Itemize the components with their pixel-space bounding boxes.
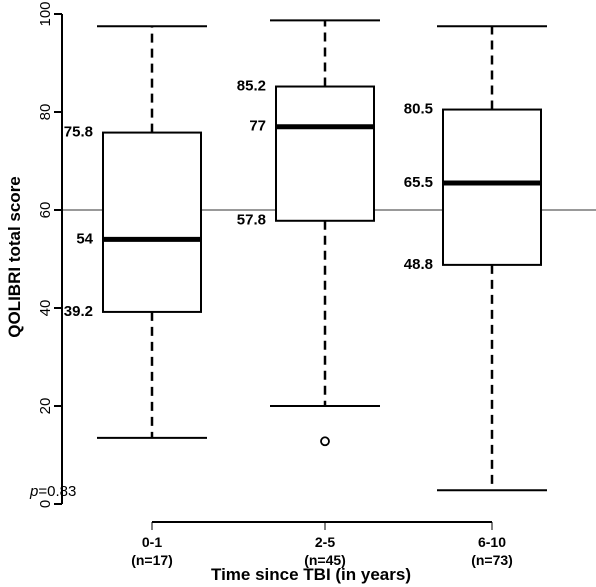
- y-axis-title: QOLIBRI total score: [5, 176, 24, 338]
- y-tick-label: 60: [37, 202, 54, 219]
- boxes: 75.8 54 39.2 85.2 77 57.8 80.5 65.5 48.8: [64, 19, 547, 492]
- label-median: 65.5: [404, 174, 433, 191]
- x-category-n: (n=45): [304, 552, 346, 568]
- label-q3: 75.8: [64, 124, 93, 141]
- y-ticks: 0 20 40 60 80 100: [37, 1, 62, 508]
- y-tick-label: 0: [37, 500, 54, 508]
- y-tick-label: 40: [37, 300, 54, 317]
- y-tick-label: 20: [37, 398, 54, 415]
- outlier-point: [320, 436, 330, 447]
- label-q1: 48.8: [404, 256, 433, 273]
- box-group: 75.8 54 39.2: [64, 25, 207, 439]
- iqr-box: [442, 108, 542, 266]
- label-median: 54: [76, 230, 93, 247]
- x-category-label: 2-5: [315, 534, 335, 550]
- label-q1: 57.8: [237, 212, 266, 229]
- box-group: 80.5 65.5 48.8: [404, 25, 547, 492]
- label-q1: 39.2: [64, 303, 93, 320]
- iqr-box: [102, 131, 202, 313]
- p-value-italic: p: [29, 483, 38, 500]
- x-category-label: 0-1: [142, 534, 162, 550]
- p-value-rest: =0.83: [38, 483, 76, 500]
- iqr-box: [275, 85, 375, 222]
- box-group: 85.2 77 57.8: [237, 19, 380, 447]
- x-category-labels: 0-1 (n=17) 2-5 (n=45) 6-10 (n=73): [131, 522, 513, 568]
- label-q3: 85.2: [237, 77, 266, 94]
- x-category-n: (n=73): [471, 552, 513, 568]
- label-median: 77: [249, 118, 266, 135]
- y-tick-label: 80: [37, 104, 54, 121]
- x-category-n: (n=17): [131, 552, 173, 568]
- p-value-annotation: p=0.83: [29, 483, 76, 500]
- y-tick-label: 100: [37, 1, 54, 26]
- x-category-label: 6-10: [478, 534, 506, 550]
- x-axis-title: Time since TBI (in years): [211, 565, 411, 584]
- label-q3: 80.5: [404, 101, 433, 118]
